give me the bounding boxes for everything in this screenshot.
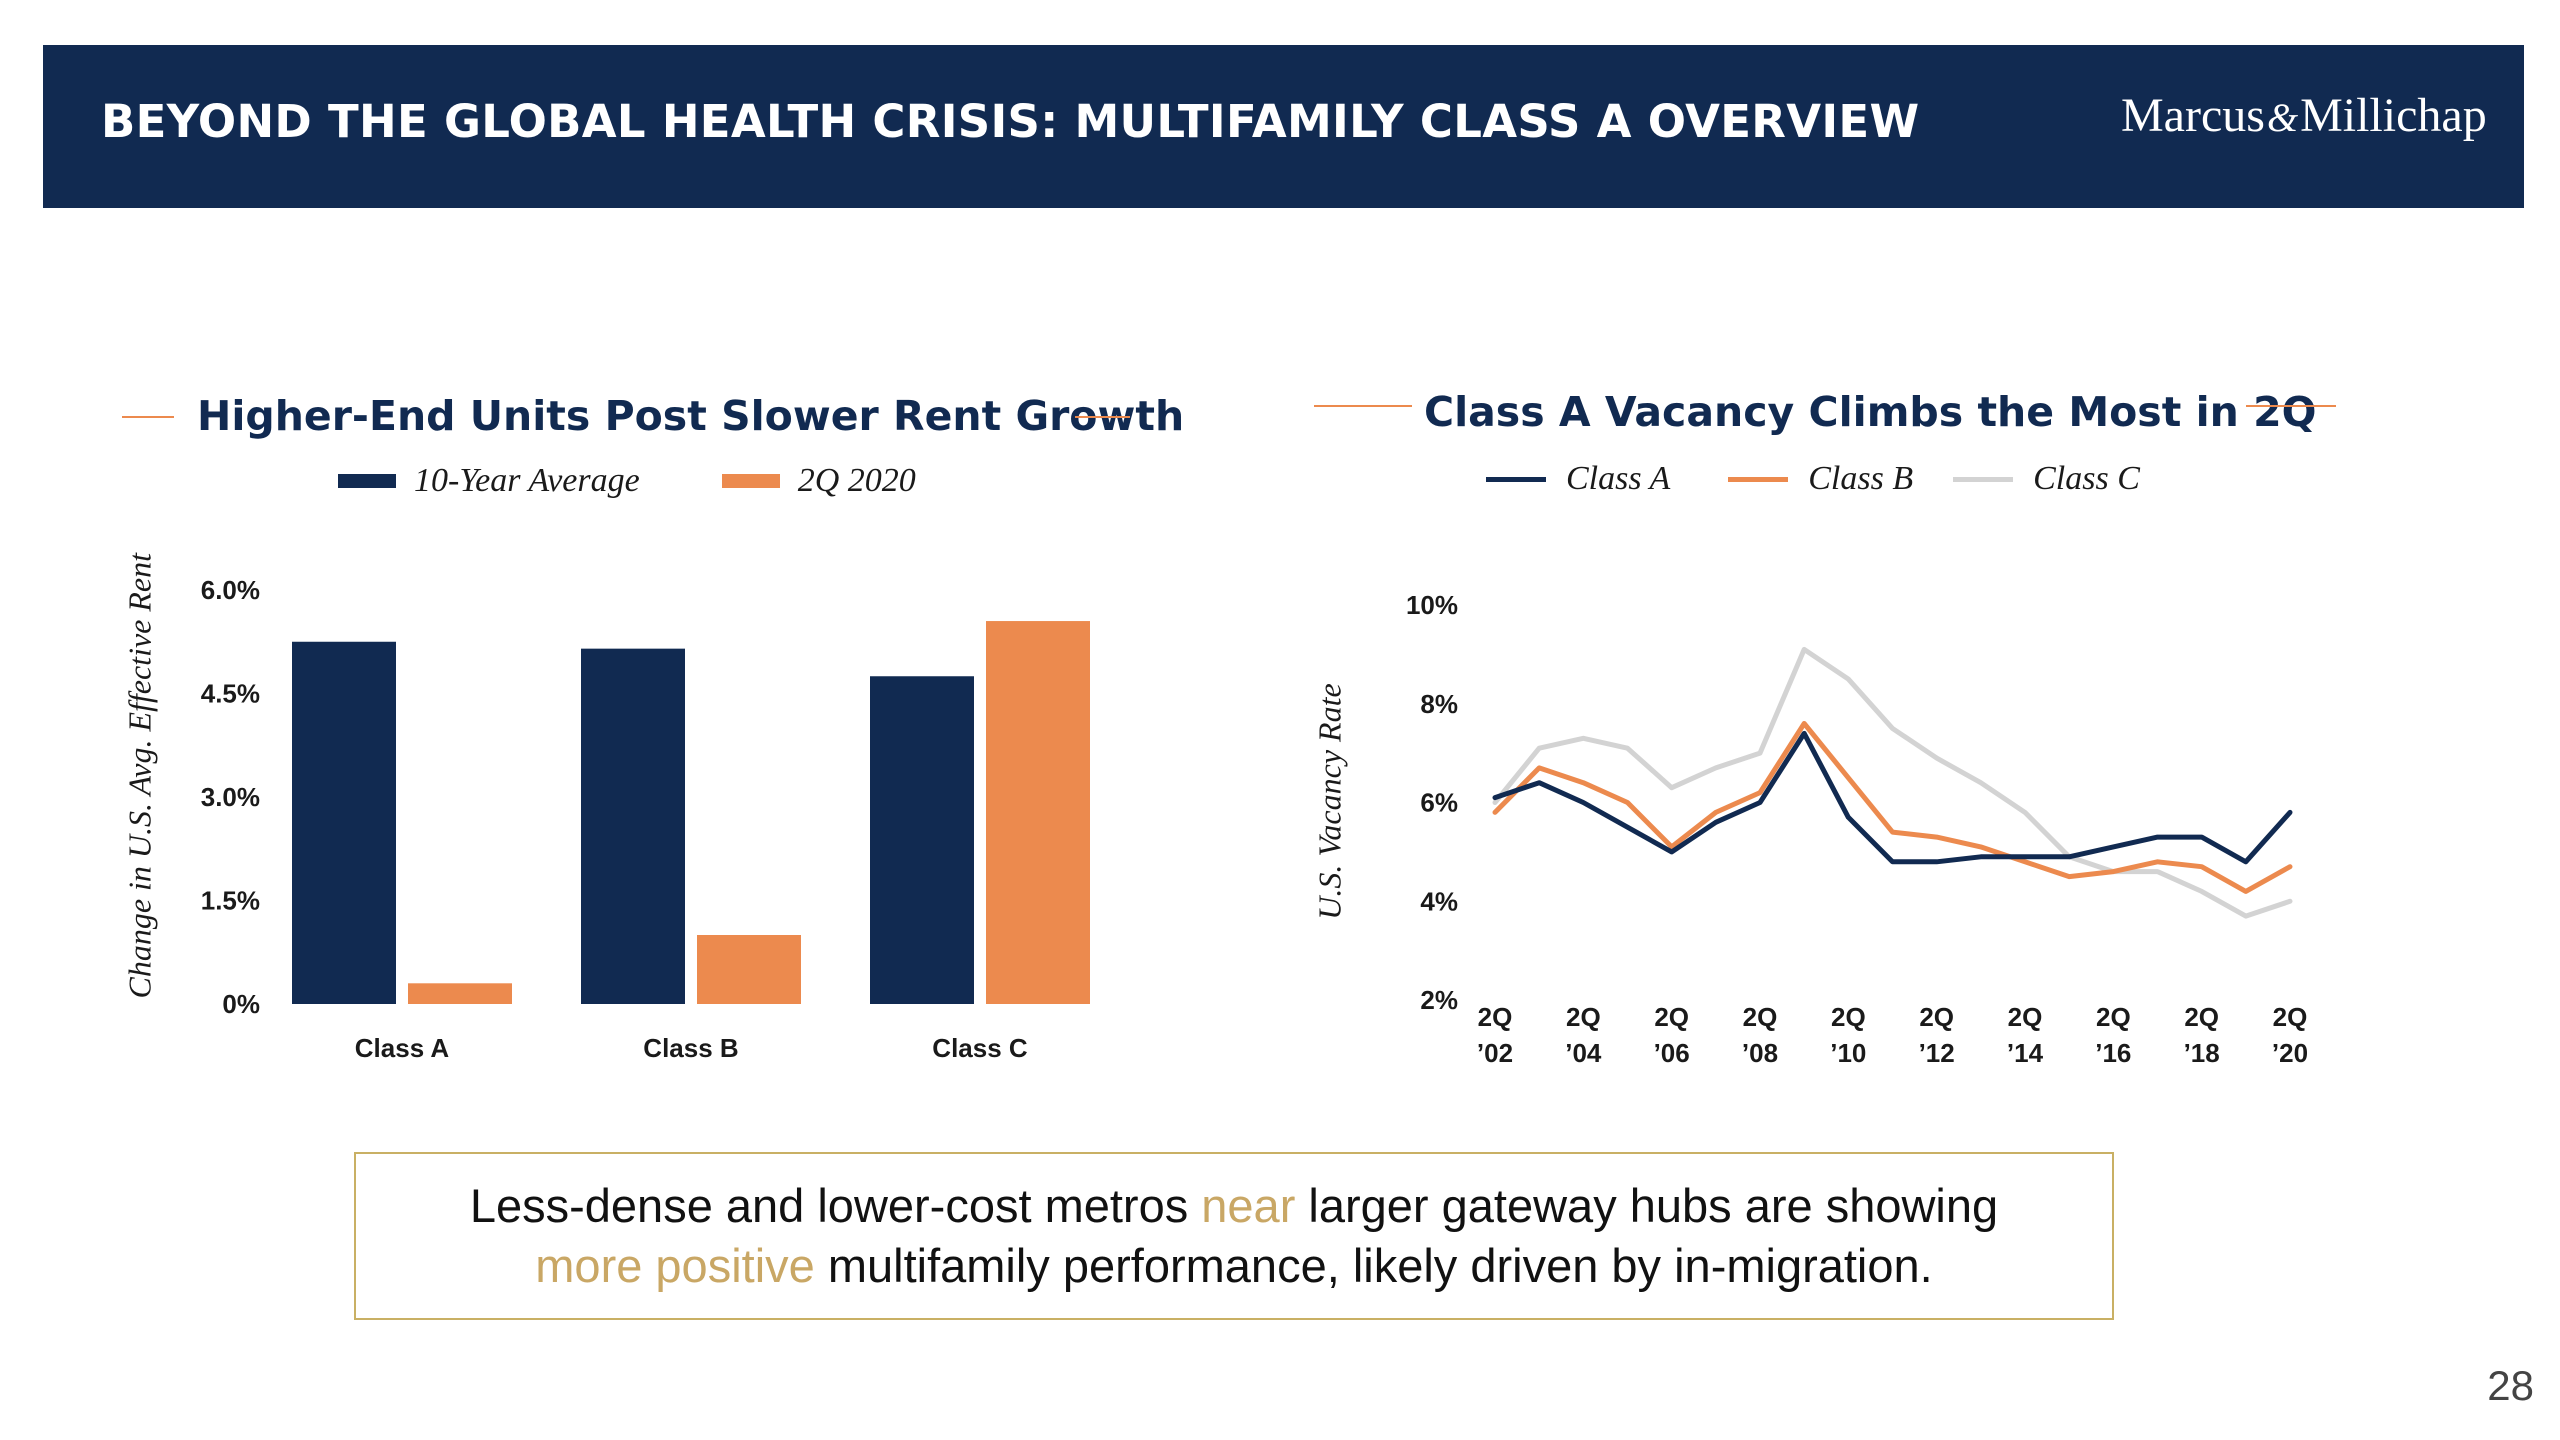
x-tick-label-quarter: 2Q <box>2273 1002 2308 1032</box>
bar-10-year-average-class-c <box>870 676 974 1004</box>
x-tick-label-quarter: 2Q <box>1654 1002 1689 1032</box>
legend-label-class-b: Class B <box>1808 460 1914 497</box>
page-number: 28 <box>2487 1362 2534 1409</box>
x-tick-label-year: ’08 <box>1742 1038 1778 1068</box>
right-y-axis-title: U.S. Vacancy Rate <box>1311 683 1348 920</box>
x-tick-label-quarter: 2Q <box>1478 1002 1513 1032</box>
y-tick-label: 4% <box>1420 886 1458 916</box>
legend-label-class-a: Class A <box>1566 460 1671 497</box>
series-line-class-c <box>1492 646 2293 919</box>
bar-2q-2020-class-b <box>697 935 801 1004</box>
x-tick-label-year: ’06 <box>1654 1038 1690 1068</box>
x-tick-label-year: ’16 <box>2095 1038 2131 1068</box>
left-y-axis-title: Change in U.S. Avg. Effective Rent <box>121 552 158 999</box>
left-title-rule-right <box>1075 416 1130 418</box>
callout-text-part3: multifamily performance, likely driven b… <box>814 1239 1933 1292</box>
right-chart-title: Class A Vacancy Climbs the Most in 2Q <box>1424 388 2317 436</box>
x-tick-label-quarter: 2Q <box>1919 1002 1954 1032</box>
rent-growth-bar-chart: 0% 1.5% 3.0% 4.5% 6.0% Class A Class B Class C <box>201 575 1090 1063</box>
legend-swatch-class-c <box>1953 476 2014 482</box>
legend-swatch-2q2020 <box>721 474 780 488</box>
left-chart-title: Higher-End Units Post Slower Rent Growth <box>197 392 1185 440</box>
x-tick-label-year: ’10 <box>1830 1038 1866 1068</box>
y-tick-label: 3.0% <box>201 782 260 812</box>
series-line-class-b <box>1492 721 2293 894</box>
right-chart-legend: Class A Class B Class C <box>1486 460 2140 498</box>
legend-label-2q2020: 2Q 2020 <box>797 462 916 499</box>
callout-text: Less-dense and lower-cost metros near la… <box>470 1176 1998 1296</box>
x-tick-label-quarter: 2Q <box>2008 1002 2043 1032</box>
x-tick-label-year: ’04 <box>1565 1038 1602 1068</box>
legend-swatch-class-b <box>1728 476 1789 482</box>
x-tick-label-year: ’20 <box>2272 1038 2308 1068</box>
header-banner: BEYOND THE GLOBAL HEALTH CRISIS: MULTIFA… <box>43 45 2524 208</box>
legend-swatch-class-a <box>1486 476 1546 482</box>
y-tick-label: 0% <box>222 989 260 1019</box>
x-tick-label-year: ’02 <box>1477 1038 1513 1068</box>
logo-ampersand: & <box>2266 95 2299 140</box>
vacancy-line-chart: 2% 4% 6% 8% 10% 2Q ’02 2Q ’04 2Q ’06 2Q ’08 2Q ’10 2Q ’1… <box>1406 590 2308 1068</box>
callout-text-part1: Less-dense and lower-cost metros <box>469 1179 1202 1232</box>
callout-box: Less-dense and lower-cost metros near la… <box>354 1152 2114 1320</box>
callout-highlight-near: near <box>1201 1179 1296 1232</box>
x-tick-label-year: ’12 <box>1919 1038 1955 1068</box>
x-tick-label: Class A <box>355 1033 450 1063</box>
x-tick-label-quarter: 2Q <box>1831 1002 1866 1032</box>
page-title: BEYOND THE GLOBAL HEALTH CRISIS: MULTIFA… <box>101 95 1920 148</box>
x-tick-label-quarter: 2Q <box>1566 1002 1601 1032</box>
y-tick-label: 8% <box>1420 689 1458 719</box>
right-title-rule-right <box>2246 405 2336 407</box>
bar-10-year-average-class-a <box>292 641 396 1004</box>
bar-10-year-average-class-b <box>581 648 685 1004</box>
y-tick-label: 1.5% <box>201 886 260 916</box>
x-tick-label-year: ’14 <box>2007 1038 2044 1068</box>
y-tick-label: 6% <box>1420 788 1458 818</box>
callout-highlight-more-positive: more positive <box>535 1239 815 1292</box>
logo-text-left: Marcus <box>2121 89 2265 142</box>
left-chart-legend: 10-Year Average 2Q 2020 <box>338 462 916 500</box>
callout-text-part2: larger gateway hubs are showing <box>1295 1179 1999 1232</box>
x-tick-label-quarter: 2Q <box>2184 1002 2219 1032</box>
x-tick-label: Class B <box>643 1033 738 1063</box>
brand-logo: Marcus&Millichap <box>2121 88 2487 146</box>
bar-2q-2020-class-a <box>408 983 512 1004</box>
series-line-class-a <box>1492 730 2293 865</box>
x-tick-label-quarter: 2Q <box>2096 1002 2131 1032</box>
legend-label-class-c: Class C <box>2033 460 2140 497</box>
legend-label-10yr: 10-Year Average <box>414 462 640 499</box>
x-tick-label: Class C <box>932 1033 1028 1063</box>
right-title-rule-left <box>1314 405 1412 407</box>
y-tick-label: 2% <box>1420 985 1458 1015</box>
x-tick-label-year: ’18 <box>2184 1038 2220 1068</box>
left-title-rule-left <box>122 416 174 418</box>
logo-text-right: Millichap <box>2300 89 2487 142</box>
legend-swatch-10yr <box>338 474 396 488</box>
bar-2q-2020-class-c <box>986 621 1090 1004</box>
y-tick-label: 10% <box>1406 590 1458 620</box>
y-tick-label: 4.5% <box>201 679 260 709</box>
x-tick-label-quarter: 2Q <box>1743 1002 1778 1032</box>
y-tick-label: 6.0% <box>201 575 260 605</box>
